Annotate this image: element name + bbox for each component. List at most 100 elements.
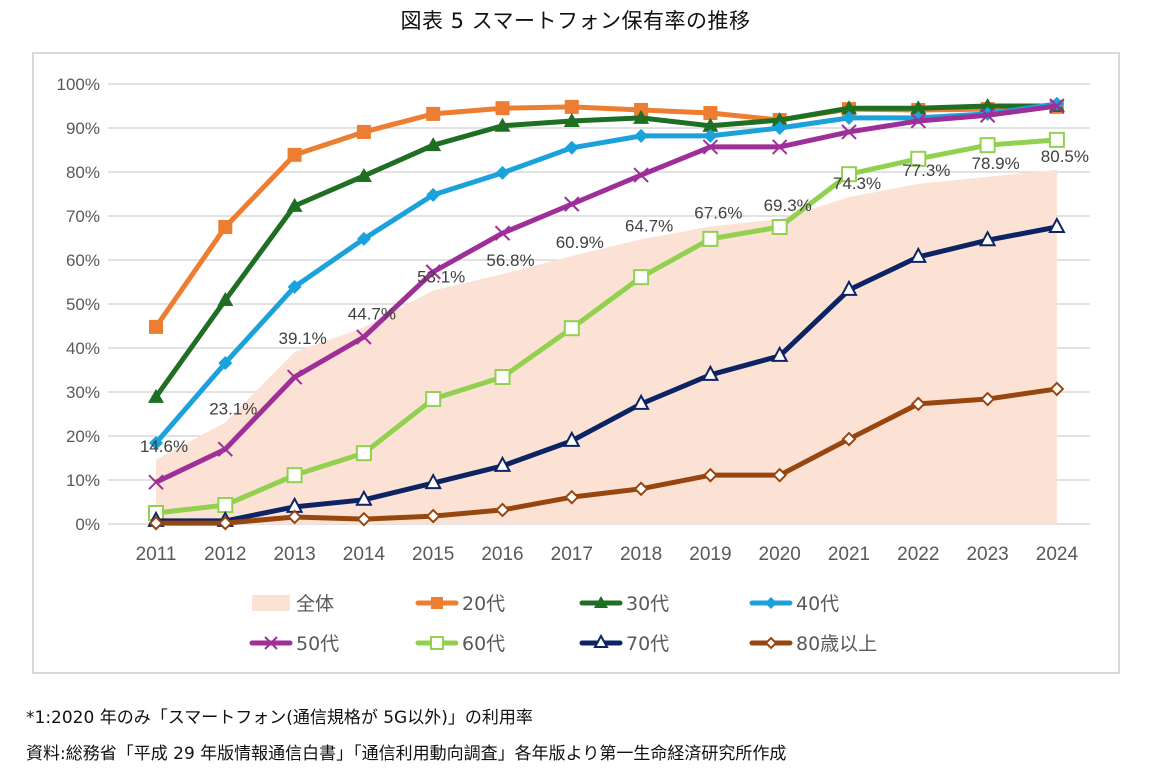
data-point [841,431,857,447]
legend-label: 60代 [462,633,505,655]
area-series-overall [156,169,1057,525]
data-point [1049,381,1065,397]
data-point [425,391,442,408]
legend: 全体 20代 30代 40代 50代 60代 70代 80歳以上 [249,593,877,655]
legend-item: 40代 [749,593,839,615]
legend-label: 80歳以上 [796,633,877,655]
data-point [910,396,926,412]
data-point [493,455,512,472]
data-point [564,140,579,155]
x-tick-label: 2017 [551,544,593,565]
data-label: 56.8% [486,251,534,270]
y-tick-label: 30% [66,383,100,402]
legend-swatch [252,595,290,611]
marker-x-stroke [286,369,303,385]
series-80歳以上 [148,381,1065,531]
data-point [425,508,441,524]
data-point [425,264,441,280]
data-point [702,467,718,483]
data-point [494,117,511,132]
data-point [910,150,927,167]
marker-x-stroke [1049,98,1065,114]
data-point [771,112,788,127]
data-point [148,388,164,403]
line-series [147,96,1066,531]
data-point [564,196,580,212]
y-tick-label: 70% [66,207,100,226]
series-line [153,103,1057,399]
legend-item: 20代 [415,593,505,615]
data-point [703,106,718,121]
data-point [633,109,650,124]
data-point [703,128,718,143]
legend-item: 70代 [579,633,669,655]
series-line [156,224,1058,524]
data-point [355,167,372,182]
data-point [702,117,719,132]
data-point [841,166,857,183]
legend-label: 50代 [296,633,339,655]
data-point [495,165,510,180]
y-tick-label: 40% [66,339,100,358]
legend-item: 60代 [415,633,505,655]
x-tick-label: 2013 [273,544,315,565]
data-point [841,100,857,115]
x-tick-label: 2011 [136,544,177,565]
data-point [356,231,371,246]
data-point [217,441,234,457]
data-point [564,489,580,505]
data-point [633,481,649,497]
data-labels: 14.6% 23.1% 39.1% 44.7% 53.1% 56.8% 60.9% 64.7%… [140,147,1089,456]
data-label: 69.3% [764,196,812,215]
x-axis: 2011 2012 2013 2014 2015 2016 2017 2018 2019 2020… [136,544,1079,565]
area-overall [156,169,1057,525]
data-point [356,511,372,527]
marker-x-stroke [771,139,788,155]
y-axis: 0% 10% 20% 30% 40% 50% 60% 70% 80% 90% 100% [57,75,100,534]
data-point [771,345,789,362]
x-tick-label: 2023 [966,544,1008,565]
marker-x-stroke [217,441,234,457]
data-label: 60.9% [556,233,604,252]
y-tick-label: 100% [57,75,100,94]
data-point [355,489,373,506]
data-point [356,329,372,345]
data-point [772,121,787,135]
x-tick-label: 2022 [897,544,939,565]
legend-label: 70代 [626,633,669,655]
data-point [148,515,164,531]
data-point [149,319,163,334]
data-label: 67.6% [694,204,742,223]
data-label: 64.7% [625,216,673,235]
x-tick-label: 2015 [412,544,454,565]
footnote: *1:2020 年のみ「スマートフォン(通信規格が 5G以外)」の利用率 [26,708,533,728]
data-point [149,436,163,451]
y-tick-label: 20% [66,427,100,446]
data-point [840,279,858,296]
data-point [842,110,856,125]
data-label: 39.1% [278,329,326,348]
x-tick-label: 2016 [481,544,523,565]
data-label: 74.3% [833,174,881,193]
y-tick-label: 60% [66,251,100,270]
marker-x-stroke [841,124,857,140]
series-line [154,101,1058,445]
y-tick-label: 80% [66,163,100,182]
data-point [564,99,579,114]
data-label: 23.1% [209,399,257,418]
marker-diamond-open [764,636,778,650]
data-label: 77.3% [902,161,950,180]
data-point [979,107,996,123]
marker-x-stroke [356,329,372,345]
marker-x-stroke [702,139,719,155]
data-point [1048,216,1066,233]
legend-item: 30代 [579,593,669,615]
data-point [426,187,441,202]
data-point [980,391,996,407]
chart-title: 図表 5 スマートフォン保有率の推移 [400,9,751,33]
data-point [425,137,442,152]
data-point [287,509,303,525]
x-tick-label: 2014 [343,544,386,565]
data-point [702,139,719,155]
y-tick-label: 50% [66,295,100,314]
